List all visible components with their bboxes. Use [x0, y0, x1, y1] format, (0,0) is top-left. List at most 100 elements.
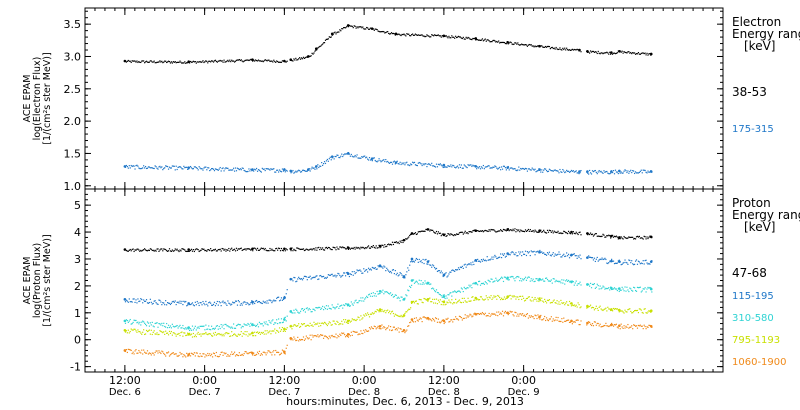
- scatter-dot: [425, 317, 427, 319]
- scatter-dot: [530, 315, 532, 317]
- scatter-dot: [451, 295, 453, 297]
- scatter-dot: [575, 304, 577, 306]
- scatter-dot: [180, 302, 182, 304]
- scatter-dot: [244, 324, 246, 326]
- scatter-dot: [175, 165, 177, 167]
- scatter-dot: [595, 324, 597, 326]
- scatter-dot: [234, 334, 237, 336]
- scatter-dot: [594, 307, 596, 310]
- scatter-dot: [486, 314, 488, 317]
- scatter-dot: [400, 34, 402, 37]
- scatter-dot: [402, 299, 404, 301]
- scatter-dot: [442, 36, 444, 38]
- scatter-dot: [343, 319, 345, 321]
- scatter-dot: [220, 323, 222, 326]
- scatter-dot: [370, 292, 373, 295]
- scatter-dot: [276, 247, 278, 249]
- scatter-dot: [340, 334, 342, 336]
- scatter-dot: [440, 270, 442, 272]
- scatter-dot: [220, 170, 222, 172]
- scatter-dot: [327, 246, 329, 249]
- scatter-dot: [524, 167, 527, 170]
- scatter-dot: [144, 62, 146, 64]
- scatter-dot: [460, 37, 462, 39]
- scatter-dot: [544, 168, 547, 170]
- scatter-dot: [336, 154, 338, 156]
- scatter-dot: [549, 48, 551, 50]
- scatter-dot: [270, 300, 272, 302]
- scatter-dot: [319, 275, 321, 277]
- scatter-dot: [475, 282, 477, 285]
- scatter-dot: [542, 46, 544, 48]
- scatter-dot: [200, 61, 202, 63]
- scatter-dot: [133, 60, 135, 62]
- scatter-dot: [562, 321, 564, 323]
- scatter-dot: [563, 253, 565, 255]
- scatter-dot: [385, 291, 387, 293]
- scatter-dot: [204, 304, 206, 306]
- scatter-dot: [621, 326, 623, 328]
- scatter-dot: [590, 257, 593, 259]
- scatter-dot: [235, 247, 238, 249]
- scatter-dot: [595, 258, 597, 260]
- scatter-dot: [579, 254, 581, 256]
- scatter-dot: [226, 167, 228, 169]
- scatter-dot: [593, 234, 596, 236]
- scatter-dot: [322, 309, 325, 311]
- scatter-dot: [447, 294, 449, 296]
- scatter-dot: [175, 249, 177, 251]
- scatter-dot: [291, 328, 293, 330]
- scatter-dot: [522, 297, 525, 299]
- scatter-dot: [525, 230, 528, 232]
- y-axis-label: ACE EPAMlog(Proton Flux)[1/(cm²s ster Me…: [22, 234, 53, 326]
- scatter-dot: [395, 162, 397, 164]
- scatter-dot: [347, 304, 350, 306]
- scatter-dot: [163, 352, 165, 355]
- scatter-dot: [609, 173, 611, 175]
- scatter-dot: [369, 27, 372, 29]
- legend-entry: 795-1193: [732, 335, 780, 346]
- scatter-dot: [301, 58, 304, 60]
- scatter-dot: [220, 351, 222, 354]
- scatter-dot: [591, 306, 594, 308]
- scatter-dot: [619, 261, 621, 263]
- scatter-dot: [300, 323, 303, 325]
- scatter-dot: [532, 251, 534, 253]
- scatter-dot: [211, 304, 213, 306]
- scatter-dot: [227, 353, 229, 356]
- scatter-dot: [208, 60, 210, 62]
- scatter-dot: [341, 332, 343, 334]
- scatter-dot: [185, 166, 187, 168]
- scatter-dot: [512, 251, 514, 253]
- scatter-dot: [512, 276, 514, 278]
- scatter-dot: [537, 297, 539, 299]
- scatter-dot: [197, 302, 199, 304]
- scatter-dot: [362, 332, 364, 335]
- scatter-dot: [411, 319, 413, 321]
- scatter-dot: [576, 172, 578, 174]
- scatter-dot: [238, 248, 240, 250]
- scatter-dot: [486, 297, 488, 299]
- legend-title-line: Electron: [732, 15, 781, 29]
- scatter-dot: [517, 255, 519, 257]
- scatter-dot: [168, 166, 171, 168]
- scatter-dot: [174, 353, 176, 355]
- scatter-dot: [318, 278, 320, 280]
- scatter-dot: [385, 31, 387, 34]
- scatter-dot: [593, 321, 596, 323]
- scatter-dot: [132, 60, 134, 62]
- scatter-dot: [555, 316, 557, 319]
- scatter-dot: [366, 314, 368, 316]
- scatter-dot: [510, 167, 512, 169]
- scatter-dot: [534, 168, 536, 170]
- scatter-dot: [605, 287, 607, 289]
- scatter-dot: [628, 172, 630, 174]
- scatter-dot: [280, 297, 283, 299]
- scatter-dot: [548, 168, 551, 170]
- scatter-dot: [512, 296, 514, 298]
- scatter-dot: [377, 265, 379, 267]
- scatter-dot: [409, 264, 411, 266]
- scatter-dot: [193, 352, 195, 354]
- scatter-dot: [255, 335, 257, 337]
